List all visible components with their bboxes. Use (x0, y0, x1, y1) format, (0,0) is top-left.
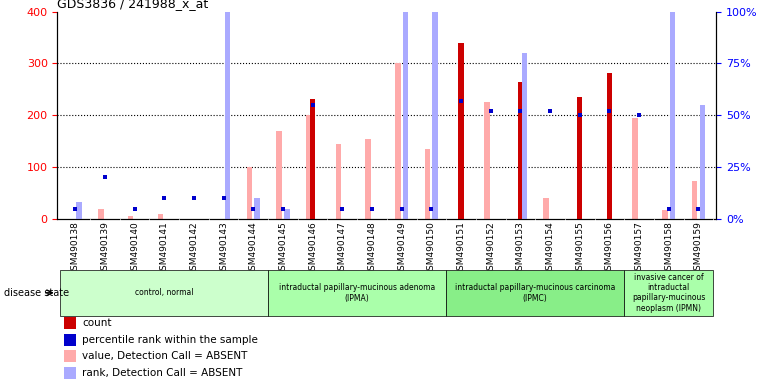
Point (455, 98, 467, 104)
Text: GSM490146: GSM490146 (308, 221, 317, 276)
Text: GSM490151: GSM490151 (457, 221, 466, 276)
Bar (522, 53, 527, 219)
Bar (254, 198, 260, 219)
Text: GSM490157: GSM490157 (634, 221, 643, 276)
Bar (306, 115, 312, 219)
Point (366, 205, 378, 212)
Text: GDS3836 / 241988_x_at: GDS3836 / 241988_x_at (57, 0, 208, 10)
Text: GSM490148: GSM490148 (368, 221, 377, 276)
Bar (158, 214, 163, 219)
Bar (624, 270, 713, 316)
Point (277, 205, 289, 212)
Text: GSM490139: GSM490139 (100, 221, 110, 276)
Text: GSM490147: GSM490147 (338, 221, 347, 276)
Point (604, 108, 616, 114)
Point (188, 195, 200, 201)
Text: GSM490153: GSM490153 (516, 221, 525, 276)
Text: GSM490159: GSM490159 (694, 221, 703, 276)
Point (218, 195, 230, 201)
Bar (310, 99, 316, 219)
Point (514, 108, 526, 114)
Text: GSM490152: GSM490152 (486, 221, 495, 276)
Text: GSM490141: GSM490141 (160, 221, 169, 276)
Bar (662, 210, 668, 219)
Bar (424, 149, 430, 219)
Bar (699, 105, 705, 219)
Bar (64, 317, 76, 329)
Point (129, 205, 141, 212)
Bar (284, 209, 290, 219)
Bar (458, 43, 463, 219)
Text: control, normal: control, normal (135, 288, 194, 297)
Bar (224, 0, 231, 219)
Text: GSM490155: GSM490155 (575, 221, 584, 276)
Point (485, 108, 497, 114)
Bar (247, 167, 252, 219)
Bar (64, 334, 76, 346)
Bar (365, 139, 371, 219)
Bar (403, 0, 408, 219)
Point (633, 112, 645, 118)
Text: count: count (83, 318, 112, 328)
Text: GSM490150: GSM490150 (427, 221, 436, 276)
Text: GSM490140: GSM490140 (130, 221, 139, 276)
Point (158, 195, 170, 201)
Point (336, 205, 349, 212)
Text: percentile rank within the sample: percentile rank within the sample (83, 334, 258, 345)
Point (425, 205, 437, 212)
Bar (277, 131, 282, 219)
Text: intraductal papillary-mucinous carcinoma
(IPMC): intraductal papillary-mucinous carcinoma… (455, 283, 615, 303)
Bar (336, 144, 341, 219)
Bar (268, 270, 446, 316)
Point (395, 205, 408, 212)
Text: value, Detection Call = ABSENT: value, Detection Call = ABSENT (83, 351, 248, 361)
Bar (128, 216, 133, 219)
Text: invasive cancer of
intraductal
papillary-mucinous
neoplasm (IPMN): invasive cancer of intraductal papillary… (632, 273, 705, 313)
Text: GSM490143: GSM490143 (219, 221, 228, 276)
Text: GSM490138: GSM490138 (70, 221, 80, 276)
Bar (692, 181, 697, 219)
Bar (61, 270, 268, 316)
Bar (670, 0, 676, 219)
Bar (446, 270, 624, 316)
Point (99, 174, 111, 180)
Point (247, 205, 260, 212)
Text: GSM490149: GSM490149 (397, 221, 406, 276)
Bar (607, 73, 612, 219)
Text: GSM490158: GSM490158 (664, 221, 673, 276)
Bar (64, 350, 76, 362)
Point (69, 205, 81, 212)
Bar (64, 367, 76, 379)
Point (306, 102, 319, 108)
Bar (98, 209, 103, 219)
Bar (633, 118, 638, 219)
Text: GSM490142: GSM490142 (189, 221, 198, 276)
Text: GSM490154: GSM490154 (545, 221, 555, 276)
Text: GSM490145: GSM490145 (279, 221, 287, 276)
Text: GSM490156: GSM490156 (605, 221, 614, 276)
Bar (484, 102, 489, 219)
Bar (77, 202, 82, 219)
Bar (577, 97, 582, 219)
Text: intraductal papillary-mucinous adenoma
(IPMA): intraductal papillary-mucinous adenoma (… (279, 283, 435, 303)
Point (574, 112, 586, 118)
Text: GSM490144: GSM490144 (249, 221, 258, 276)
Bar (543, 198, 549, 219)
Point (663, 205, 675, 212)
Bar (433, 0, 438, 219)
Text: rank, Detection Call = ABSENT: rank, Detection Call = ABSENT (83, 368, 243, 378)
Bar (395, 63, 401, 219)
Bar (518, 81, 523, 219)
Text: disease state: disease state (4, 288, 69, 298)
Point (544, 108, 556, 114)
Point (692, 205, 705, 212)
